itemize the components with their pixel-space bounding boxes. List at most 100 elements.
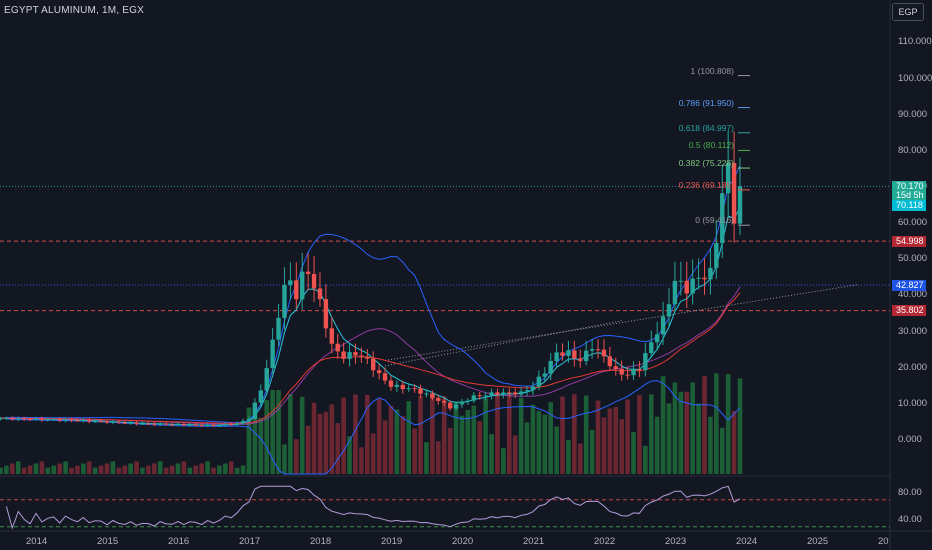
currency-button[interactable]: EGP	[892, 3, 924, 21]
candle-body	[98, 421, 104, 423]
volume-bar	[637, 395, 642, 474]
candle-body	[116, 421, 122, 423]
volume-bar	[299, 396, 305, 474]
candle-body	[311, 274, 317, 289]
volume-bar	[228, 461, 234, 474]
volume-bar	[317, 413, 323, 474]
volume-bar	[554, 426, 559, 474]
volume-bar	[116, 467, 122, 474]
candle-body	[187, 424, 193, 426]
volume-bar	[311, 402, 317, 474]
candle-body	[81, 420, 86, 422]
volume-bar	[39, 461, 45, 474]
candle-body	[430, 393, 435, 398]
candle-body	[578, 358, 583, 362]
volume-bar	[370, 433, 376, 474]
volume-bar	[240, 465, 246, 474]
volume-bar	[406, 401, 412, 474]
candle-body	[714, 243, 719, 268]
volume-bar	[678, 391, 684, 474]
price-tick-label: 40.000	[898, 289, 928, 301]
volume-bar	[86, 461, 92, 474]
candle-body	[163, 423, 169, 425]
volume-bar	[459, 415, 465, 474]
volume-bar	[643, 445, 648, 474]
volume-bar	[323, 411, 329, 474]
volume-bar	[217, 465, 222, 474]
volume-bar	[10, 463, 15, 474]
fib-label: 0.786 (91.950)	[678, 97, 734, 108]
candle-body	[459, 401, 465, 405]
trendline	[384, 284, 859, 361]
candle-body	[294, 280, 299, 300]
candle-body	[57, 419, 62, 421]
candle-body	[536, 376, 542, 387]
candle-body	[305, 271, 311, 275]
volume-bar	[157, 461, 163, 474]
candle-body	[205, 424, 210, 426]
volume-bar	[518, 397, 524, 474]
candle-body	[175, 424, 181, 426]
candle-body	[524, 390, 530, 392]
candle-body	[560, 352, 565, 356]
candle-body	[708, 267, 713, 280]
volume-bar	[140, 467, 145, 474]
candle-body	[300, 271, 305, 300]
volume-bar	[199, 463, 204, 474]
candle-body	[607, 356, 613, 367]
candle-body	[412, 388, 417, 390]
time-tick-label: 2017	[239, 536, 261, 547]
candle-body	[270, 339, 275, 369]
candle-body	[737, 186, 743, 224]
volume-bar	[607, 408, 613, 474]
candle-body	[572, 350, 577, 359]
volume-bar	[613, 407, 619, 474]
chart-title: EGYPT ALUMINUM, 1M, EGX	[4, 5, 145, 16]
candle-body	[477, 395, 482, 397]
volume-bar	[341, 397, 346, 474]
price-tag: 42.827	[892, 279, 926, 291]
candle-body	[471, 395, 476, 401]
volume-bar	[0, 467, 3, 474]
candle-body	[400, 384, 405, 390]
candle-body	[436, 397, 441, 401]
candle-body	[110, 421, 116, 423]
candle-body	[27, 418, 33, 420]
time-tick-label: 2024	[736, 536, 758, 547]
volume-bar	[536, 411, 542, 474]
candle-body	[720, 193, 725, 244]
candle-body	[495, 392, 500, 395]
time-tick-label: 2019	[381, 536, 403, 547]
volume-bar	[146, 465, 151, 474]
candle-body	[554, 352, 559, 361]
candle-body	[447, 402, 453, 409]
volume-bar	[98, 465, 104, 474]
fib-label: 0.236 (69.185)	[678, 179, 734, 190]
candle-body	[507, 392, 512, 394]
volume-bar	[388, 406, 394, 474]
volume-bar	[737, 378, 743, 474]
volume-bar	[294, 439, 299, 474]
candle-body	[388, 380, 394, 387]
candle-body	[10, 417, 15, 420]
volume-bar	[21, 467, 27, 474]
candle-body	[211, 424, 216, 426]
volume-bar	[412, 428, 417, 474]
candle-body	[702, 277, 707, 280]
volume-bar	[725, 374, 731, 474]
volume-bar	[530, 404, 536, 474]
volume-bar	[122, 465, 128, 474]
volume-bar	[57, 463, 62, 474]
candle-body	[92, 421, 98, 423]
volume-bar	[329, 404, 335, 474]
candle-body	[181, 424, 187, 426]
rsi-tick-label: 40.00	[898, 514, 922, 525]
volume-bar	[193, 465, 199, 474]
time-tick-label: 2016	[168, 536, 190, 547]
volume-bar	[69, 467, 74, 474]
volume-bar	[447, 427, 453, 474]
price-tick-label: 30.000	[898, 325, 928, 337]
time-tick-label: 2021	[523, 536, 545, 547]
candle-body	[548, 360, 553, 374]
